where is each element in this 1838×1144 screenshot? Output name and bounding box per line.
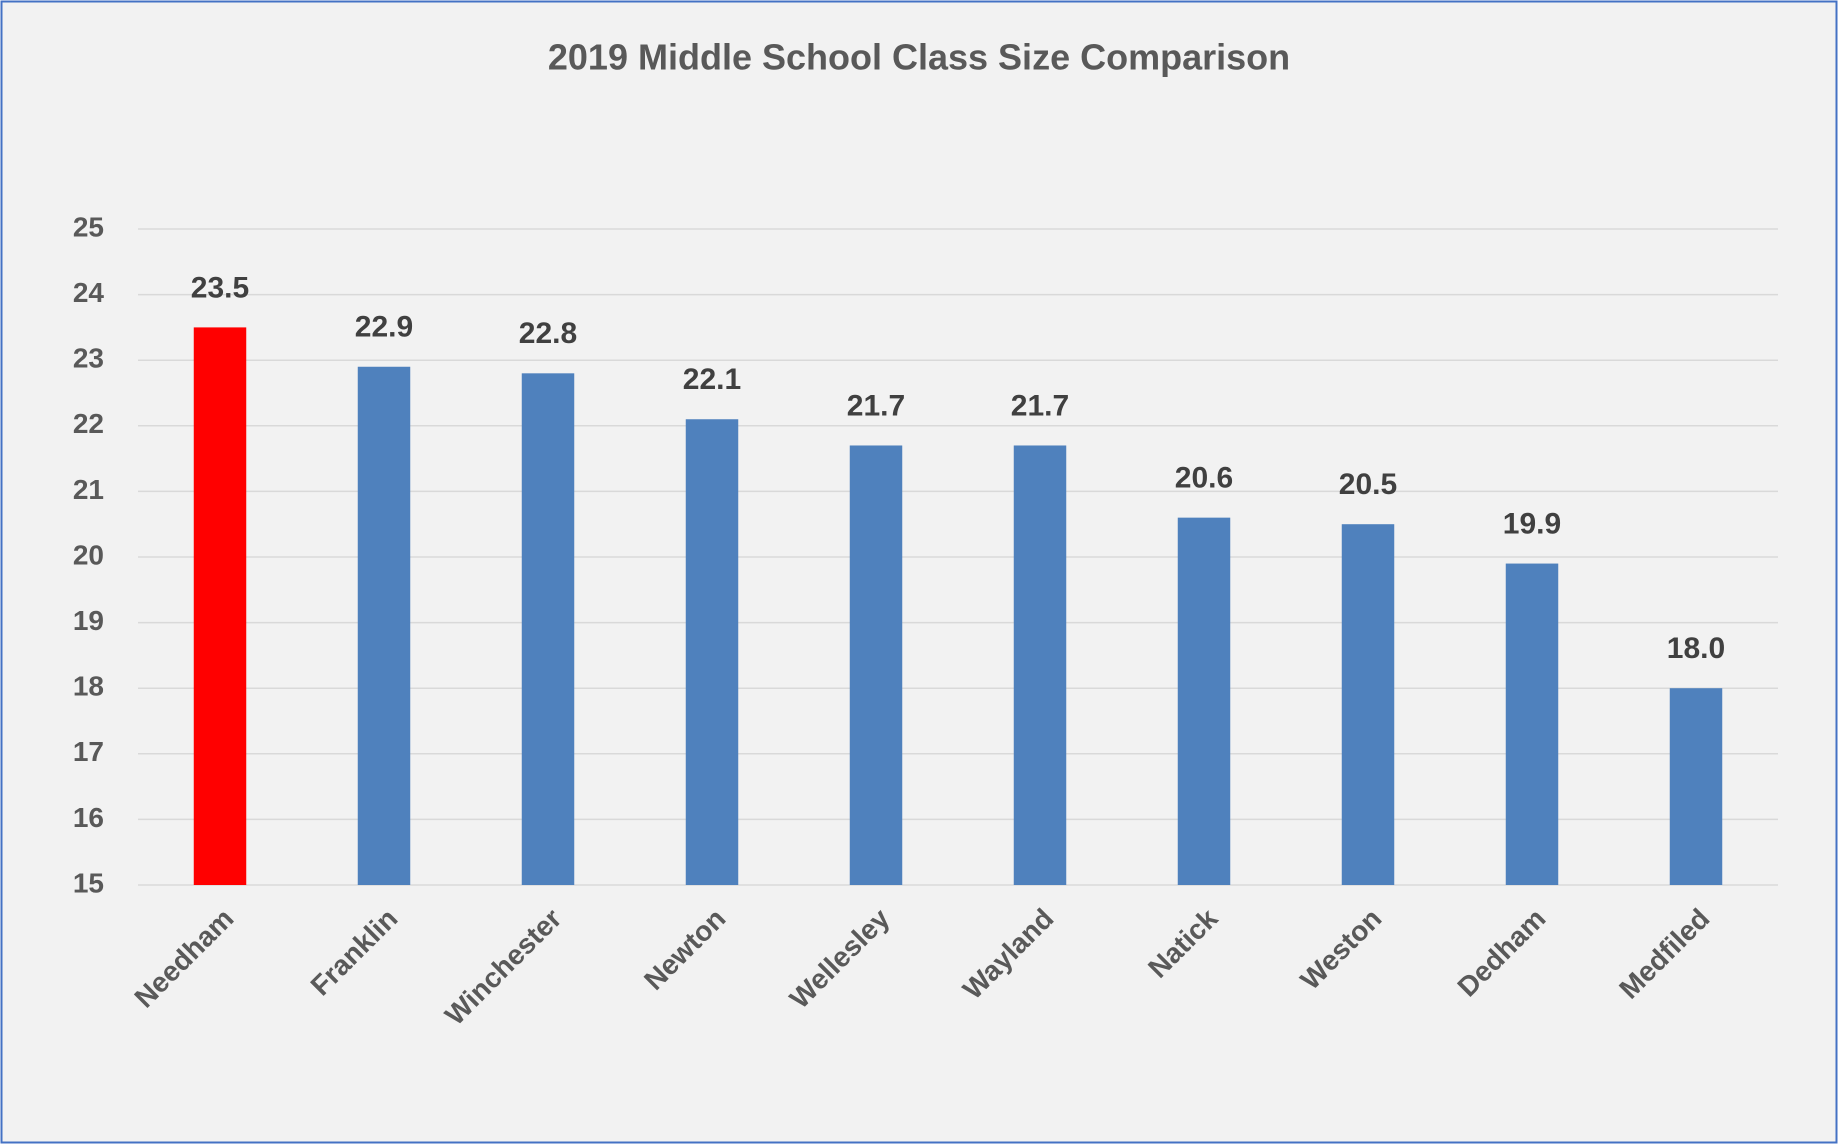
value-label: 21.7	[847, 389, 905, 422]
bar	[357, 366, 411, 885]
y-tick-label: 23	[73, 343, 104, 374]
bar	[521, 373, 575, 885]
y-tick-label: 18	[73, 671, 104, 702]
bar	[1341, 524, 1395, 885]
y-tick-label: 15	[73, 867, 104, 898]
y-tick-label: 25	[73, 211, 104, 242]
value-label: 20.5	[1339, 468, 1397, 501]
value-label: 18.0	[1667, 632, 1725, 665]
y-tick-label: 22	[73, 408, 104, 439]
value-label: 22.9	[355, 311, 413, 344]
bar	[849, 445, 903, 885]
bar	[1505, 563, 1559, 885]
y-tick-label: 16	[73, 802, 104, 833]
y-tick-label: 19	[73, 605, 104, 636]
value-label: 20.6	[1175, 462, 1233, 495]
value-label: 22.8	[519, 317, 577, 350]
y-tick-label: 17	[73, 736, 104, 767]
value-label: 22.1	[683, 363, 741, 396]
y-tick-label: 21	[73, 474, 104, 505]
chart-title: 2019 Middle School Class Size Comparison	[548, 37, 1290, 78]
value-label: 23.5	[191, 271, 249, 304]
y-tick-label: 24	[73, 277, 105, 308]
bar	[193, 327, 247, 885]
y-tick-label: 20	[73, 539, 104, 570]
value-label: 21.7	[1011, 389, 1069, 422]
bar	[685, 419, 739, 885]
bar	[1013, 445, 1067, 885]
bar	[1669, 688, 1723, 885]
bar	[1177, 517, 1231, 885]
value-label: 19.9	[1503, 507, 1561, 540]
